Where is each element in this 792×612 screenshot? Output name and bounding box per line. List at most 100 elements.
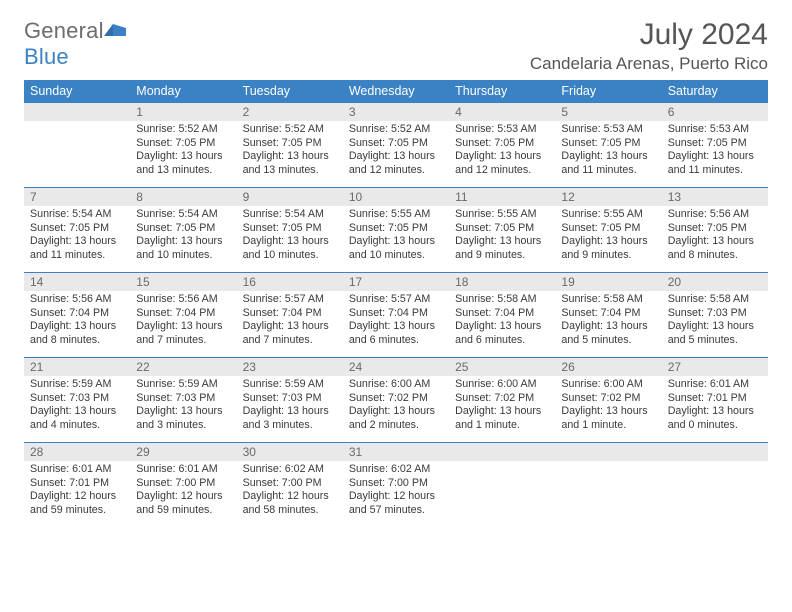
sunrise-line: Sunrise: 5:59 AM [30, 378, 124, 392]
calendar-cell [449, 443, 555, 528]
day-number: 30 [237, 443, 343, 461]
daylight-line: Daylight: 13 hours and 11 minutes. [668, 150, 762, 177]
day-body: Sunrise: 6:00 AMSunset: 7:02 PMDaylight:… [449, 376, 555, 442]
calendar-cell: 6Sunrise: 5:53 AMSunset: 7:05 PMDaylight… [662, 103, 768, 188]
daylight-line: Daylight: 13 hours and 6 minutes. [455, 320, 549, 347]
sunset-line: Sunset: 7:03 PM [136, 392, 230, 406]
day-body [24, 121, 130, 187]
calendar-body: 1Sunrise: 5:52 AMSunset: 7:05 PMDaylight… [24, 103, 768, 528]
sunset-line: Sunset: 7:05 PM [668, 222, 762, 236]
brand-part2: Blue [24, 44, 69, 69]
daylight-line: Daylight: 13 hours and 7 minutes. [136, 320, 230, 347]
day-number [449, 443, 555, 461]
sunset-line: Sunset: 7:03 PM [668, 307, 762, 321]
sunset-line: Sunset: 7:01 PM [30, 477, 124, 491]
sunset-line: Sunset: 7:03 PM [243, 392, 337, 406]
sunrise-line: Sunrise: 5:52 AM [136, 123, 230, 137]
sunrise-line: Sunrise: 5:56 AM [136, 293, 230, 307]
sunset-line: Sunset: 7:05 PM [455, 137, 549, 151]
daylight-line: Daylight: 13 hours and 1 minute. [561, 405, 655, 432]
sunset-line: Sunset: 7:02 PM [349, 392, 443, 406]
day-number [24, 103, 130, 121]
sunrise-line: Sunrise: 5:53 AM [668, 123, 762, 137]
daylight-line: Daylight: 13 hours and 13 minutes. [136, 150, 230, 177]
daylight-line: Daylight: 13 hours and 8 minutes. [668, 235, 762, 262]
daylight-line: Daylight: 13 hours and 8 minutes. [30, 320, 124, 347]
day-body: Sunrise: 6:01 AMSunset: 7:01 PMDaylight:… [24, 461, 130, 527]
sunrise-line: Sunrise: 5:57 AM [243, 293, 337, 307]
daylight-line: Daylight: 13 hours and 9 minutes. [561, 235, 655, 262]
sunset-line: Sunset: 7:04 PM [561, 307, 655, 321]
day-body: Sunrise: 6:01 AMSunset: 7:00 PMDaylight:… [130, 461, 236, 527]
calendar-cell: 3Sunrise: 5:52 AMSunset: 7:05 PMDaylight… [343, 103, 449, 188]
calendar-cell: 11Sunrise: 5:55 AMSunset: 7:05 PMDayligh… [449, 188, 555, 273]
daylight-line: Daylight: 13 hours and 5 minutes. [561, 320, 655, 347]
day-body: Sunrise: 6:00 AMSunset: 7:02 PMDaylight:… [343, 376, 449, 442]
calendar-cell: 23Sunrise: 5:59 AMSunset: 7:03 PMDayligh… [237, 358, 343, 443]
daylight-line: Daylight: 13 hours and 13 minutes. [243, 150, 337, 177]
daylight-line: Daylight: 13 hours and 3 minutes. [243, 405, 337, 432]
sunset-line: Sunset: 7:00 PM [243, 477, 337, 491]
day-number: 14 [24, 273, 130, 291]
day-number: 19 [555, 273, 661, 291]
day-number: 26 [555, 358, 661, 376]
sunrise-line: Sunrise: 5:56 AM [668, 208, 762, 222]
sunset-line: Sunset: 7:05 PM [243, 222, 337, 236]
day-number: 25 [449, 358, 555, 376]
daylight-line: Daylight: 13 hours and 12 minutes. [349, 150, 443, 177]
day-number: 18 [449, 273, 555, 291]
sunrise-line: Sunrise: 6:01 AM [30, 463, 124, 477]
calendar-cell: 18Sunrise: 5:58 AMSunset: 7:04 PMDayligh… [449, 273, 555, 358]
day-number [662, 443, 768, 461]
calendar-cell [555, 443, 661, 528]
col-monday: Monday [130, 80, 236, 103]
day-number: 31 [343, 443, 449, 461]
brand-part1: General [24, 18, 104, 43]
sunrise-line: Sunrise: 5:54 AM [136, 208, 230, 222]
daylight-line: Daylight: 13 hours and 11 minutes. [30, 235, 124, 262]
day-number: 28 [24, 443, 130, 461]
sunrise-line: Sunrise: 5:59 AM [243, 378, 337, 392]
month-title: July 2024 [530, 18, 768, 52]
day-number: 10 [343, 188, 449, 206]
calendar-cell: 21Sunrise: 5:59 AMSunset: 7:03 PMDayligh… [24, 358, 130, 443]
calendar-cell: 27Sunrise: 6:01 AMSunset: 7:01 PMDayligh… [662, 358, 768, 443]
day-body: Sunrise: 5:57 AMSunset: 7:04 PMDaylight:… [237, 291, 343, 357]
day-number: 21 [24, 358, 130, 376]
daylight-line: Daylight: 12 hours and 59 minutes. [136, 490, 230, 517]
sunset-line: Sunset: 7:05 PM [30, 222, 124, 236]
sunrise-line: Sunrise: 5:57 AM [349, 293, 443, 307]
calendar-row: 28Sunrise: 6:01 AMSunset: 7:01 PMDayligh… [24, 443, 768, 528]
sunrise-line: Sunrise: 6:00 AM [349, 378, 443, 392]
sunset-line: Sunset: 7:05 PM [561, 137, 655, 151]
day-number: 12 [555, 188, 661, 206]
sunset-line: Sunset: 7:05 PM [349, 222, 443, 236]
calendar-cell: 26Sunrise: 6:00 AMSunset: 7:02 PMDayligh… [555, 358, 661, 443]
day-body: Sunrise: 5:53 AMSunset: 7:05 PMDaylight:… [662, 121, 768, 187]
calendar-row: 7Sunrise: 5:54 AMSunset: 7:05 PMDaylight… [24, 188, 768, 273]
day-body: Sunrise: 5:52 AMSunset: 7:05 PMDaylight:… [130, 121, 236, 187]
sunset-line: Sunset: 7:05 PM [243, 137, 337, 151]
daylight-line: Daylight: 13 hours and 10 minutes. [136, 235, 230, 262]
col-friday: Friday [555, 80, 661, 103]
day-body: Sunrise: 5:59 AMSunset: 7:03 PMDaylight:… [130, 376, 236, 442]
calendar-cell: 20Sunrise: 5:58 AMSunset: 7:03 PMDayligh… [662, 273, 768, 358]
day-body: Sunrise: 5:55 AMSunset: 7:05 PMDaylight:… [555, 206, 661, 272]
sunset-line: Sunset: 7:05 PM [136, 137, 230, 151]
sunrise-line: Sunrise: 5:55 AM [561, 208, 655, 222]
daylight-line: Daylight: 13 hours and 3 minutes. [136, 405, 230, 432]
calendar-cell: 8Sunrise: 5:54 AMSunset: 7:05 PMDaylight… [130, 188, 236, 273]
day-number [555, 443, 661, 461]
calendar-cell [662, 443, 768, 528]
day-body [555, 461, 661, 527]
sunrise-line: Sunrise: 6:02 AM [243, 463, 337, 477]
calendar-row: 21Sunrise: 5:59 AMSunset: 7:03 PMDayligh… [24, 358, 768, 443]
day-body: Sunrise: 5:53 AMSunset: 7:05 PMDaylight:… [449, 121, 555, 187]
daylight-line: Daylight: 13 hours and 0 minutes. [668, 405, 762, 432]
day-number: 11 [449, 188, 555, 206]
calendar-cell: 25Sunrise: 6:00 AMSunset: 7:02 PMDayligh… [449, 358, 555, 443]
daylight-line: Daylight: 13 hours and 12 minutes. [455, 150, 549, 177]
calendar-cell: 12Sunrise: 5:55 AMSunset: 7:05 PMDayligh… [555, 188, 661, 273]
day-number: 22 [130, 358, 236, 376]
title-block: July 2024 Candelaria Arenas, Puerto Rico [530, 18, 768, 74]
